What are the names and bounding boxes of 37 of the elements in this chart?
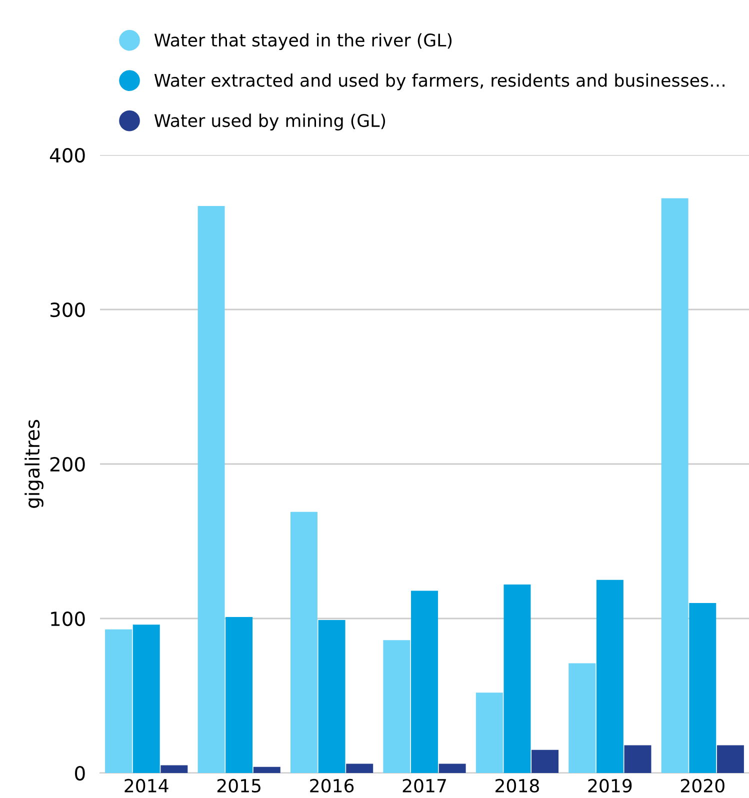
bar <box>596 580 624 773</box>
legend-label: Water extracted and used by farmers, residents and businesses… <box>154 73 724 90</box>
bar <box>411 590 438 773</box>
y-tick-label: 300 <box>50 302 85 318</box>
bar <box>504 584 531 773</box>
y-axis-title: gigalitres <box>24 420 44 508</box>
x-tick-label: 2019 <box>588 778 632 793</box>
bar <box>346 764 374 773</box>
x-tick-label: 2018 <box>496 778 539 793</box>
x-tick-label: 2017 <box>402 778 446 793</box>
y-tick-label: 100 <box>51 611 85 626</box>
x-tick-label: 2015 <box>217 778 260 793</box>
x-tick-label: 2014 <box>124 778 168 793</box>
bar <box>160 765 188 773</box>
y-tick-label: 200 <box>50 456 85 472</box>
bar <box>253 766 280 773</box>
bar <box>568 663 596 773</box>
bar <box>624 745 652 773</box>
bar <box>661 198 688 773</box>
bar <box>132 624 160 773</box>
bar <box>476 692 503 773</box>
bar <box>198 206 225 773</box>
bar <box>383 640 410 773</box>
legend-label: Water that stayed in the river (GL) <box>154 33 452 50</box>
y-tick-label: 0 <box>75 766 85 781</box>
bar <box>716 745 744 773</box>
x-tick-label: 2016 <box>310 778 354 793</box>
x-tick-label: 2020 <box>680 778 724 793</box>
bar <box>689 603 716 773</box>
bar <box>226 616 253 773</box>
legend-label: Water used by mining (GL) <box>154 114 386 130</box>
bar <box>105 629 132 773</box>
bar <box>318 620 346 773</box>
bar <box>438 764 466 773</box>
bar <box>532 750 559 773</box>
bar <box>290 512 318 773</box>
y-tick-label: 400 <box>50 148 85 163</box>
